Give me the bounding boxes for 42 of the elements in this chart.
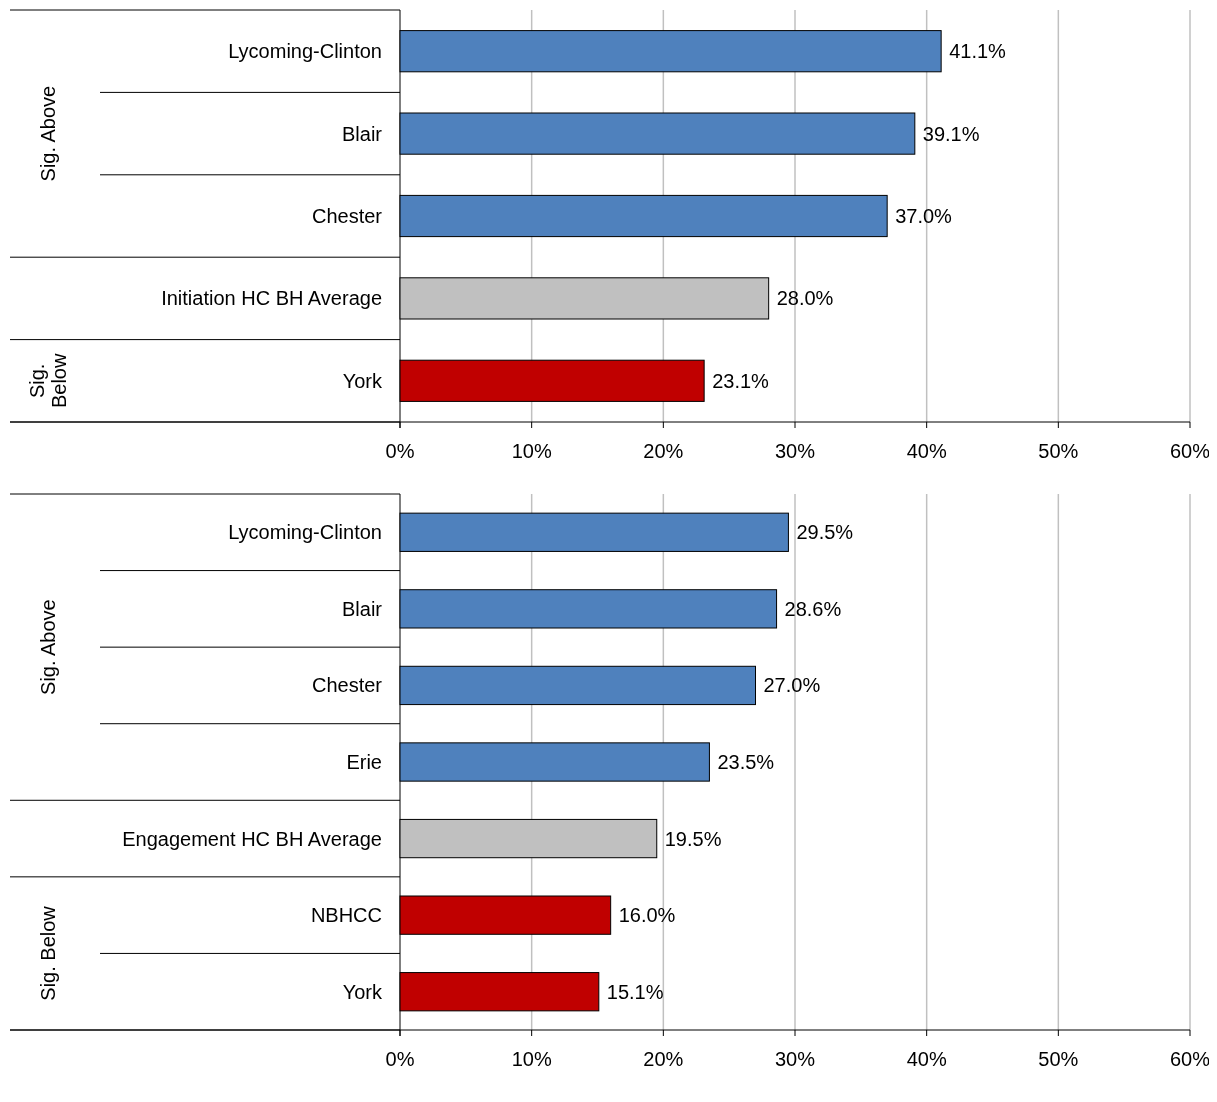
- y-tick-label: York: [342, 980, 383, 1003]
- y-tick-label: York: [342, 369, 383, 392]
- text: Sig. Above: [37, 599, 59, 695]
- x-tick-label: 20%: [643, 1048, 684, 1070]
- x-tick-label: 60%: [1169, 1048, 1211, 1070]
- x-tick-label: 40%: [906, 1048, 947, 1070]
- data-label: 23.5%: [717, 751, 775, 773]
- data-label: 15.1%: [606, 980, 664, 1003]
- text: Sig. Above: [37, 85, 59, 182]
- x-tick-label: 30%: [774, 440, 816, 462]
- data-label: 27.0%: [763, 674, 821, 697]
- data-label: 29.5%: [796, 521, 854, 544]
- y-tick-label: Blair: [341, 122, 383, 145]
- data-label: 41.1%: [949, 40, 1007, 63]
- y-tick-label: Chester: [311, 205, 383, 227]
- x-tick-label: 0%: [385, 440, 415, 462]
- data-label: 23.1%: [712, 369, 770, 392]
- x-tick-label: 30%: [774, 1048, 816, 1070]
- data-label: 16.0%: [618, 904, 676, 927]
- x-tick-label: 50%: [1038, 1048, 1079, 1070]
- y-tick-label: Engagement HC BH Average: [122, 827, 382, 850]
- data-label: 28.0%: [776, 287, 834, 310]
- x-tick-label: 40%: [906, 440, 947, 462]
- data-label: 19.5%: [664, 827, 722, 850]
- y-tick-label: Blair: [341, 597, 383, 620]
- text: Sig. Below: [37, 905, 59, 1001]
- y-tick-label: Chester: [311, 674, 383, 697]
- x-tick-label: 0%: [385, 1048, 415, 1070]
- data-label: 37.0%: [895, 205, 953, 227]
- x-tick-label: 60%: [1169, 440, 1211, 462]
- y-tick-label: NBHCC: [310, 904, 382, 927]
- x-tick-label: 50%: [1038, 440, 1079, 462]
- data-label: 39.1%: [922, 122, 980, 145]
- x-tick-label: 20%: [643, 440, 684, 462]
- data-label: 28.6%: [784, 597, 842, 620]
- x-tick-label: 10%: [511, 440, 552, 462]
- y-tick-label: Erie: [346, 751, 382, 773]
- x-tick-label: 10%: [511, 1048, 552, 1070]
- y-tick-label: Lycoming-Clinton: [228, 521, 382, 544]
- text: Sig. Below: [26, 353, 70, 409]
- y-tick-label: Initiation HC BH Average: [161, 287, 382, 310]
- y-tick-label: Lycoming-Clinton: [228, 40, 382, 63]
